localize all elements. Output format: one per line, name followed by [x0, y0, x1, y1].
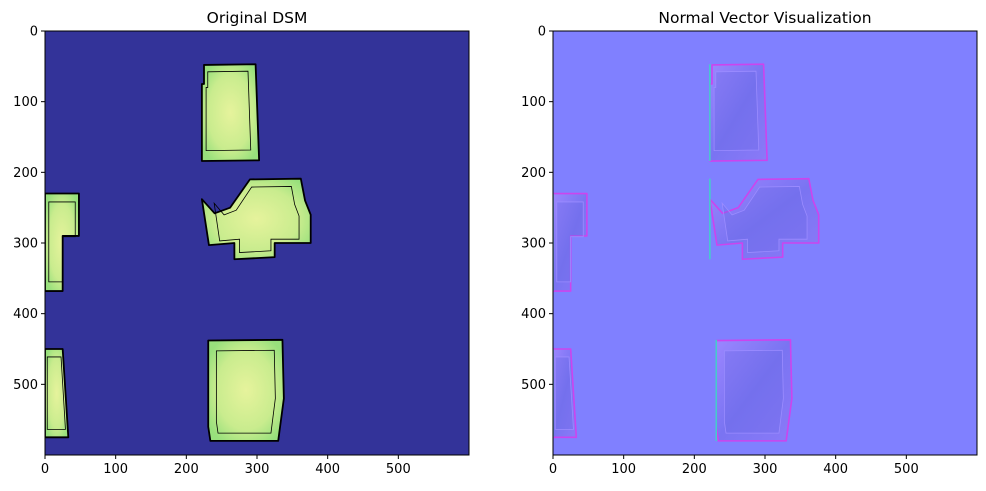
x-tick-label: 400	[823, 462, 848, 477]
roof-facet	[554, 356, 574, 430]
elevation-contour	[46, 356, 66, 430]
y-tick-label: 200	[521, 166, 546, 181]
building-bottom	[715, 339, 793, 442]
building-bottom	[207, 338, 285, 442]
building-top	[200, 63, 261, 162]
x-tick-label: 500	[386, 462, 411, 477]
axis-ticks: 0 100 200 300 400 500 0 100 200 300 400 500	[521, 25, 919, 478]
x-tick-label: 200	[682, 462, 707, 477]
elevation-contour	[213, 186, 300, 253]
x-tick-label: 100	[611, 462, 636, 477]
roof-normals	[553, 348, 578, 439]
roof-facet	[721, 186, 808, 253]
roof-facet	[556, 201, 584, 283]
roof-facet	[713, 70, 760, 152]
panel-original-dsm: Original DSM 0 100 200 300 400 500 0 100 200 300 4…	[13, 9, 470, 478]
building-left-middle	[45, 192, 80, 292]
panel-title: Normal Vector Visualization	[658, 9, 871, 27]
building-left-middle	[553, 192, 588, 292]
y-tick-label: 300	[13, 237, 38, 252]
y-tick-label: 0	[538, 25, 546, 40]
y-tick-label: 500	[13, 378, 38, 393]
building-middle	[709, 177, 820, 261]
x-tick-label: 100	[103, 462, 128, 477]
y-tick-label: 300	[521, 237, 546, 252]
roof-surface	[45, 192, 80, 292]
building-left-bottom	[45, 348, 70, 439]
panel-title: Original DSM	[207, 9, 308, 27]
building-top	[709, 63, 768, 162]
panel-normal-vector: Normal Vector Visualization 0 100 200 300 40…	[521, 9, 978, 478]
y-tick-label: 500	[521, 378, 546, 393]
roof-facet	[723, 349, 784, 434]
x-tick-label: 300	[753, 462, 778, 477]
roof-surface	[207, 338, 285, 442]
x-tick-label: 200	[174, 462, 199, 477]
y-tick-label: 400	[521, 307, 546, 322]
y-tick-label: 200	[13, 166, 38, 181]
elevation-contour	[205, 70, 252, 152]
elevation-contour	[215, 349, 276, 434]
x-tick-label: 0	[549, 462, 557, 477]
roof-normals	[553, 192, 588, 292]
x-tick-label: 500	[894, 462, 919, 477]
x-tick-label: 0	[41, 462, 49, 477]
x-tick-label: 300	[245, 462, 270, 477]
y-tick-label: 400	[13, 307, 38, 322]
x-tick-label: 400	[315, 462, 340, 477]
y-tick-label: 0	[30, 25, 38, 40]
buildings-layer	[45, 63, 312, 442]
building-left-bottom	[553, 348, 578, 439]
buildings-layer	[553, 63, 820, 442]
y-tick-label: 100	[13, 95, 38, 110]
roof-surface	[45, 348, 70, 439]
y-tick-label: 100	[521, 95, 546, 110]
building-middle	[200, 177, 312, 261]
axis-ticks: 0 100 200 300 400 500 0 100 200 300 400 500	[13, 25, 411, 478]
roof-surface	[200, 63, 261, 162]
elevation-contour	[48, 201, 76, 283]
